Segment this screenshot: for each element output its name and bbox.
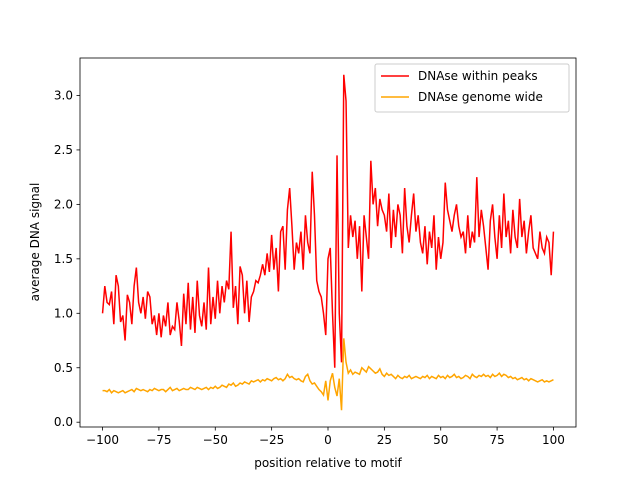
x-tick-label: 75 (489, 433, 504, 447)
x-tick-label: −50 (203, 433, 228, 447)
y-tick-label: 2.5 (54, 143, 73, 157)
x-tick-label: −25 (259, 433, 284, 447)
y-tick-label: 1.0 (54, 306, 73, 320)
line-series (102, 338, 554, 411)
x-tick-label: 100 (542, 433, 565, 447)
axes-frame (79, 57, 577, 428)
x-axis-label: position relative to motif (254, 456, 402, 470)
y-axis-label: average DNA signal (28, 183, 42, 302)
x-tick-label: −75 (146, 433, 171, 447)
y-tick-label: 0.0 (54, 415, 73, 429)
legend-label: DNAse genome wide (418, 90, 543, 104)
x-tick-label: −100 (86, 433, 119, 447)
legend-label: DNAse within peaks (418, 69, 538, 83)
line-series (101, 74, 555, 368)
x-tick-label: 25 (377, 433, 392, 447)
y-tick-label: 0.5 (54, 361, 73, 375)
y-tick-label: 1.5 (54, 252, 73, 266)
x-tick-label: 50 (433, 433, 448, 447)
legend-box (374, 63, 570, 113)
x-tick-label: 0 (324, 433, 332, 447)
y-tick-label: 3.0 (54, 88, 73, 102)
y-tick-label: 2.0 (54, 197, 73, 211)
